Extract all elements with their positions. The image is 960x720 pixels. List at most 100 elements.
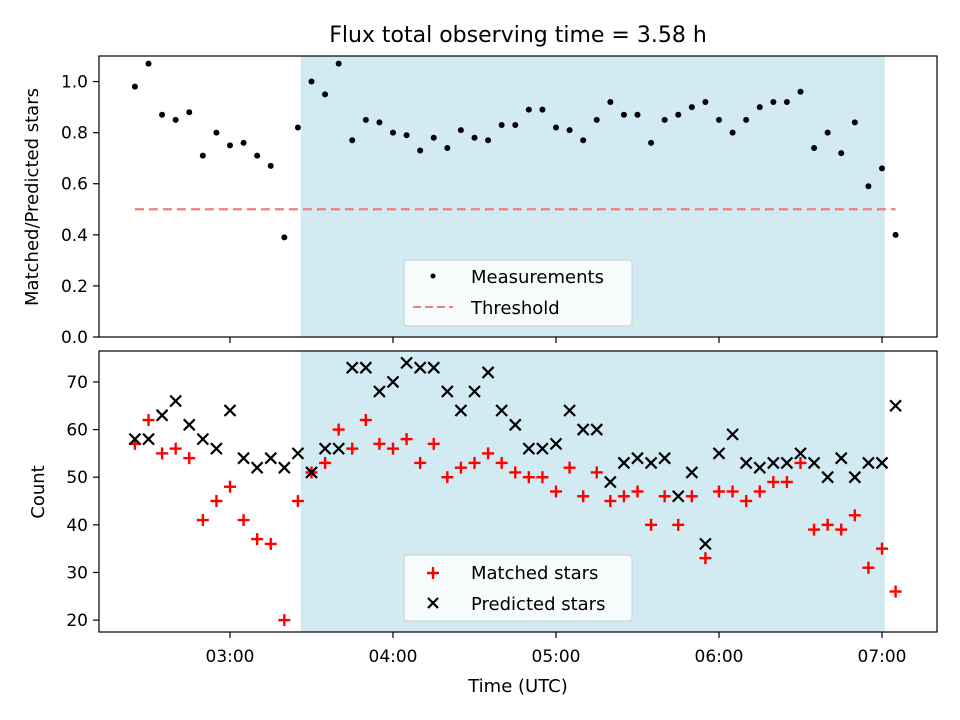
bottom-x-ticks: 03:00 04:00 05:00 06:00 07:00 xyxy=(206,632,907,667)
measurement-point xyxy=(675,111,682,118)
measurement-point xyxy=(199,152,206,159)
predicted-stars-point xyxy=(278,461,291,474)
measurement-point xyxy=(403,132,410,139)
matched-stars-point xyxy=(142,414,155,427)
predicted-stars-point xyxy=(522,442,536,455)
matched-stars-point xyxy=(726,485,739,498)
predicted-stars-point xyxy=(834,451,848,465)
top-axes-frame xyxy=(98,55,938,338)
predicted-stars-point xyxy=(508,418,522,432)
matched-stars-point xyxy=(848,509,861,522)
predicted-stars-point xyxy=(753,461,767,474)
matched-stars-point xyxy=(522,471,535,484)
measurement-point xyxy=(444,144,451,151)
matched-stars-point xyxy=(387,442,399,455)
y-tick-label: 60 xyxy=(66,421,88,441)
matched-stars-point xyxy=(264,537,277,550)
matched-stars-point xyxy=(237,514,250,527)
measurement-point xyxy=(566,127,573,134)
matched-stars-point xyxy=(251,533,264,546)
predicted-stars-point xyxy=(862,456,875,470)
matched-stars-point xyxy=(862,561,875,574)
bottom-y-ticks: 20 30 40 50 60 70 xyxy=(66,373,99,631)
predicted-stars-point xyxy=(739,456,753,470)
measurement-point xyxy=(824,129,831,136)
y-tick-label: 0.8 xyxy=(61,124,88,144)
matched-stars-point xyxy=(672,518,685,531)
measurement-point xyxy=(865,183,872,190)
predicted-stars-point xyxy=(413,361,427,374)
predicted-stars-point xyxy=(345,361,359,374)
measurement-point xyxy=(498,121,505,128)
predicted-stars-point xyxy=(617,456,631,470)
x-tick-label: 04:00 xyxy=(369,647,418,667)
matched-stars-point xyxy=(889,585,902,598)
measurement-point xyxy=(145,60,152,67)
matched-stars-point xyxy=(536,471,549,484)
predicted-stars-point xyxy=(169,394,182,408)
y-tick-label: 30 xyxy=(66,563,88,583)
measurement-point xyxy=(512,121,519,128)
predicted-stars-point xyxy=(182,418,196,432)
predicted-stars-point xyxy=(889,399,902,413)
measurement-point xyxy=(553,124,559,131)
measurement-point xyxy=(879,165,885,172)
predicted-stars-point xyxy=(332,442,345,455)
y-tick-label: 40 xyxy=(66,516,88,536)
top-legend: Measurements Threshold xyxy=(403,259,633,327)
measurement-point xyxy=(797,88,804,95)
predicted-stars-point xyxy=(631,451,644,465)
top-y-ticks: 0.0 0.2 0.4 0.6 0.8 1.0 xyxy=(61,73,99,348)
measurement-point xyxy=(811,144,818,151)
predicted-stars-point xyxy=(794,447,807,460)
measurement-point xyxy=(131,83,138,90)
matched-stars-point xyxy=(196,514,209,527)
predicted-stars-point xyxy=(821,470,834,484)
measurement-point xyxy=(417,147,424,154)
measurement-point xyxy=(227,142,233,149)
predicted-stars-point xyxy=(780,456,794,470)
top-legend-box xyxy=(403,259,633,327)
matched-stars-point xyxy=(332,423,345,436)
bottom-y-axis-label: Count xyxy=(28,465,49,518)
chart-title: Flux total observing time = 3.58 h xyxy=(329,23,707,48)
matched-stars-point xyxy=(713,485,725,498)
measurement-point xyxy=(430,134,437,141)
y-tick-label: 1.0 xyxy=(61,73,88,93)
predicted-stars-point xyxy=(590,423,604,436)
measurement-point xyxy=(892,231,899,238)
x-tick-label: 07:00 xyxy=(858,647,907,667)
measurement-point xyxy=(281,234,288,241)
matched-stars-point xyxy=(685,490,698,503)
predicted-stars-point xyxy=(196,432,210,446)
measurement-point xyxy=(471,134,478,141)
matched-stars-point xyxy=(631,485,644,498)
legend-measurements-marker xyxy=(430,273,436,279)
predicted-stars-point xyxy=(318,442,332,455)
predicted-stars-point xyxy=(495,404,508,417)
bottom-axes-frame xyxy=(98,350,938,633)
matched-stars-point xyxy=(468,456,481,469)
measurement-point xyxy=(851,119,858,126)
measurement-point xyxy=(702,98,709,105)
measurement-point xyxy=(485,137,492,144)
predicted-stars-point xyxy=(250,461,264,474)
predicted-stars-point xyxy=(685,466,699,479)
top-marks xyxy=(131,60,899,241)
bottom-marks xyxy=(128,356,902,627)
y-tick-label: 0.4 xyxy=(61,226,88,246)
measurement-point xyxy=(240,139,247,146)
predicted-stars-point xyxy=(604,475,617,489)
matched-stars-point xyxy=(346,442,359,455)
predicted-stars-point xyxy=(536,442,549,455)
x-tick-label: 05:00 xyxy=(532,647,581,667)
matched-stars-point xyxy=(780,475,793,488)
bottom-legend-box xyxy=(403,554,633,622)
matched-stars-point xyxy=(291,495,304,508)
predicted-stars-point xyxy=(481,366,495,379)
predicted-stars-point xyxy=(726,428,739,441)
measurement-point xyxy=(539,106,546,113)
matched-stars-point xyxy=(224,480,236,493)
predicted-stars-point xyxy=(128,432,142,446)
